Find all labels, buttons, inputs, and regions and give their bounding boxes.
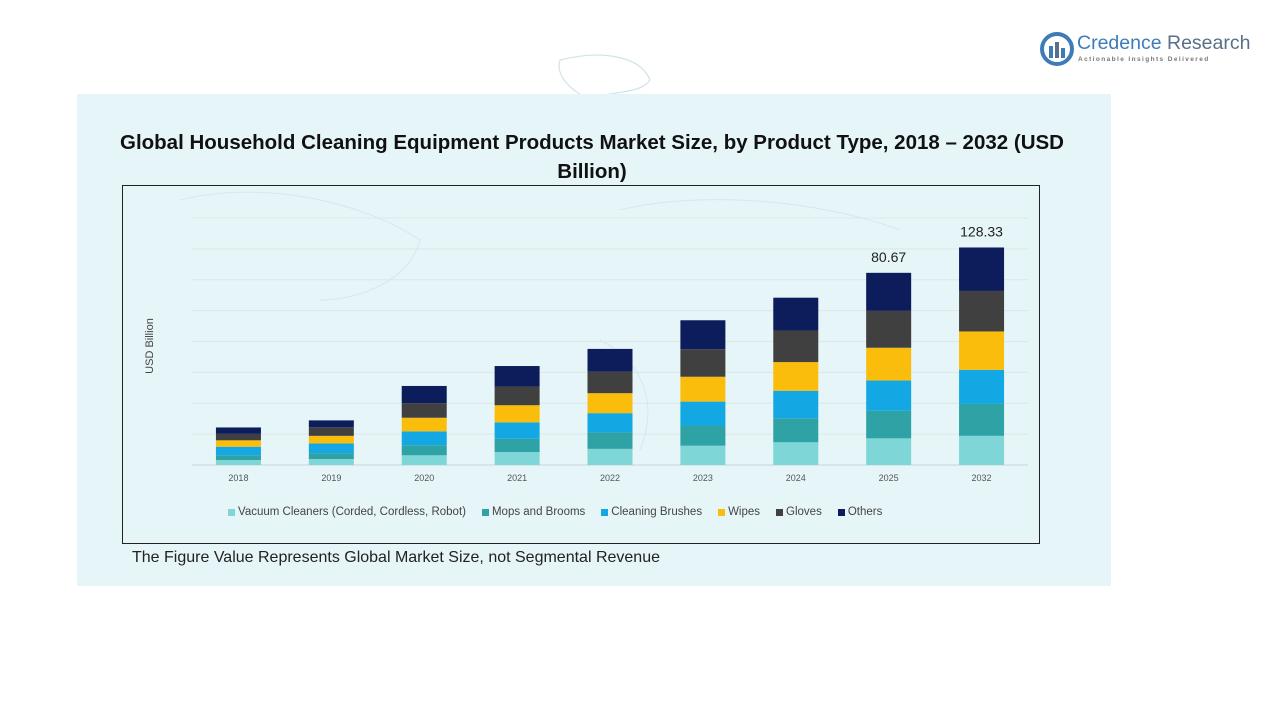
bar-segment-gloves-2025 [866,310,912,348]
x-tick-label: 2022 [600,473,620,483]
bar-segment-wipes-2021 [494,405,540,423]
bar-segment-brushes-2021 [494,422,540,439]
x-tick-label: 2023 [693,473,713,483]
legend-item: Gloves [776,506,822,518]
bar-segment-mops-2022 [587,432,633,449]
bar-segment-brushes-2018 [215,446,261,456]
bar-segment-mops-2021 [494,438,540,452]
chart-title: Global Household Cleaning Equipment Prod… [120,131,1064,183]
legend-label: Wipes [728,506,761,518]
x-tick-label: 2019 [321,473,341,483]
x-tick-label: 2032 [972,473,992,483]
bar-segment-others-2019 [308,420,354,428]
bar-segment-vacuum-2025 [866,438,912,465]
bar-segment-others-2021 [494,366,540,387]
legend-item: Others [837,506,883,518]
brand-name: Credence Research [1077,32,1250,55]
bar-segment-vacuum-2022 [587,448,633,465]
chart-frame [122,185,1040,544]
x-tick-label: 2018 [228,473,248,483]
x-tick-label: 2021 [507,473,527,483]
brand-logo: Credence Research Actionable Insights De… [1040,30,1260,70]
bar-segment-vacuum-2018 [215,460,261,465]
bar-segment-mops-2032 [959,403,1005,436]
bar-segment-wipes-2019 [308,435,354,444]
legend-swatch [718,508,726,516]
bar-segment-gloves-2022 [587,371,633,394]
bar-segment-mops-2020 [401,445,447,456]
bar-segment-wipes-2032 [959,331,1005,370]
bar-segment-mops-2023 [680,425,726,446]
bar-segment-brushes-2023 [680,401,726,426]
legend-label: Vacuum Cleaners (Corded, Cordless, Robot… [238,506,466,518]
bar-segment-others-2025 [866,272,912,311]
legend-item: Mops and Brooms [481,506,586,518]
legend-label: Others [847,506,883,518]
bar-segment-wipes-2018 [215,440,261,447]
bar-segment-vacuum-2024 [773,442,819,465]
bar-segment-brushes-2024 [773,390,819,419]
logo-icon [1040,32,1074,66]
brand-name-part1: Credence [1077,32,1162,54]
bar-segment-wipes-2025 [866,347,912,381]
bar-segment-mops-2019 [308,453,354,460]
legend-item: Cleaning Brushes [601,506,702,518]
legend-label: Mops and Brooms [491,506,586,518]
legend-swatch [837,508,845,516]
bar-segment-gloves-2020 [401,403,447,418]
chart-panel [77,94,1111,586]
bar-segment-mops-2025 [866,410,912,439]
legend-swatch [601,508,609,516]
legend-item: Vacuum Cleaners (Corded, Cordless, Robot… [228,506,466,518]
bar-segment-others-2020 [401,385,447,404]
bar-segment-gloves-2023 [680,349,726,377]
bar-segment-wipes-2022 [587,393,633,414]
x-tick-label: 2024 [786,473,806,483]
bar-segment-others-2018 [215,427,261,434]
bar-segment-gloves-2018 [215,433,261,441]
bar-segment-brushes-2020 [401,431,447,446]
bar-segment-brushes-2032 [959,369,1005,404]
bar-segment-vacuum-2020 [401,455,447,465]
footnote: The Figure Value Represents Global Marke… [132,549,660,566]
legend-swatch [776,508,784,516]
bar-segment-others-2024 [773,297,819,331]
bar-segment-brushes-2022 [587,413,633,433]
x-tick-label: 2025 [879,473,899,483]
bar-segment-others-2022 [587,348,633,372]
bar-segment-gloves-2032 [959,290,1005,332]
chart-legend: Vacuum Cleaners (Corded, Cordless, Robot… [228,504,898,520]
bar-segment-brushes-2025 [866,380,912,411]
bar-segment-others-2032 [959,247,1005,291]
total-value-label: 80.67 [871,249,906,265]
legend-label: Gloves [786,506,822,518]
bar-segment-brushes-2019 [308,443,354,454]
bar-segment-mops-2018 [215,455,261,461]
bar-segment-vacuum-2019 [308,459,354,465]
x-tick-label: 2020 [414,473,434,483]
legend-swatch [481,508,489,516]
legend-swatch [228,508,235,516]
bar-segment-vacuum-2023 [680,445,726,465]
bar-segment-others-2023 [680,320,726,350]
legend-label: Cleaning Brushes [611,506,703,518]
legend-item: Wipes [718,506,760,518]
bar-segment-wipes-2023 [680,376,726,402]
bar-segment-gloves-2019 [308,427,354,436]
bar-segment-mops-2024 [773,418,819,443]
bar-segment-vacuum-2021 [494,451,540,465]
bar-segment-wipes-2024 [773,362,819,391]
total-value-label: 128.33 [960,223,1003,239]
bar-segment-gloves-2024 [773,330,819,363]
bar-segment-gloves-2021 [494,386,540,406]
brand-tagline: Actionable Insights Delivered [1078,56,1210,63]
bar-segment-vacuum-2032 [959,435,1005,465]
brand-name-part2: Research [1161,32,1251,54]
bar-segment-wipes-2020 [401,417,447,432]
